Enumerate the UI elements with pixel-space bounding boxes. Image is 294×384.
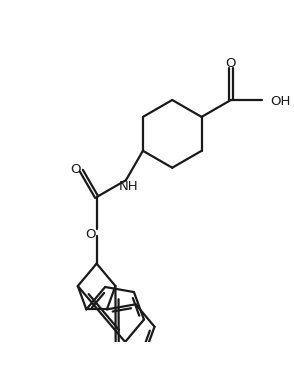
- Text: OH: OH: [270, 95, 291, 108]
- Text: O: O: [226, 56, 236, 70]
- Text: NH: NH: [119, 180, 139, 193]
- Text: O: O: [70, 163, 81, 176]
- Text: O: O: [85, 228, 96, 241]
